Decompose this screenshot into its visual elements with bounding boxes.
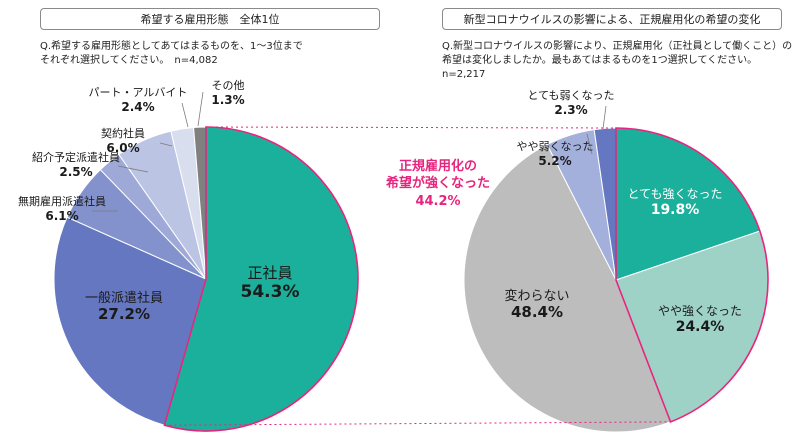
left-pie-slice-5-label: パート・アルバイト [89,86,188,99]
left-pie-slice-1-value: 27.2% [98,305,150,323]
connector-top [205,126,617,129]
left-question-line2: それぞれ選択してください。 n=4,082 [40,55,218,66]
right-pie-slice-0-value: 19.8% [651,202,700,218]
callout: 正規雇用化の 希望が強くなった 44.2% [386,158,490,209]
right-pie-leader-4 [602,105,607,130]
left-pie-leader-6 [197,91,204,127]
right-pie-slice-4-label: とても弱くなった [527,89,614,102]
callout-value: 44.2% [415,194,460,209]
left-pie-highlight [163,126,359,432]
right-question-line1: Q.新型コロナウイルスの影響により、正規雇用化（正社員として働くこと）の [442,41,793,52]
left-chart-title: 希望する雇用形態 全体1位 [40,8,380,30]
left-pie-slice-2-value: 6.1% [45,209,78,223]
left-pie-leader-4 [159,142,173,147]
right-pie-slice-4-value: 2.3% [554,103,587,117]
right-pie-slice-1-value: 24.4% [676,319,725,335]
right-chart-title: 新型コロナウイルスの影響による、正規雇用化の希望の変化 [442,8,782,30]
right-question-line2: 希望は変化しましたか。最もあてはまるものを1つ選択してください。 n=2,217 [442,55,763,80]
left-pie-chart: 正社員54.3%一般派遣社員27.2%無期雇用派遣社員6.1%紹介予定派遣社員2… [18,79,359,432]
right-pie-slice-1-label: やや強くなった [658,304,742,318]
left-pie-slice-2-label: 無期雇用派遣社員 [18,194,106,208]
right-pie-highlight [615,127,769,423]
left-question: Q.希望する雇用形態としてあてはまるものを、1～3位まで それぞれ選択してくださ… [40,40,340,68]
left-pie-slice-4-label: 契約社員 [101,126,145,140]
right-pie-slice-3-value: 5.2% [538,154,571,168]
left-pie-leader-3 [117,165,149,173]
connector-bottom [164,421,671,426]
right-pie-slice-2 [463,143,672,433]
left-pie-slice-4-value: 6.0% [106,141,139,155]
right-pie-slice-3-label: やや弱くなった [517,140,594,153]
left-pie-slice-0-value: 54.3% [241,282,300,302]
right-question: Q.新型コロナウイルスの影響により、正規雇用化（正社員として働くこと）の 希望は… [442,40,797,82]
right-pie-slice-2-value: 48.4% [511,303,563,321]
callout-line1: 正規雇用化の [399,158,477,174]
right-pie-leader-3 [586,133,593,155]
left-question-line1: Q.希望する雇用形態としてあてはまるものを、1～3位まで [40,41,303,52]
left-pie-slice-5-value: 2.4% [121,100,154,114]
left-pie-slice-1-label: 一般派遣社員 [85,290,163,306]
left-pie-slice-1 [53,216,207,426]
left-pie-slice-3-value: 2.5% [59,165,92,179]
left-pie-slice-6-value: 1.3% [211,93,244,107]
left-pie-leader-5 [181,102,189,128]
left-pie-slice-0-label: 正社員 [247,264,292,282]
connector-lines [164,126,671,426]
right-pie-slice-0-label: とても強くなった [627,187,722,201]
left-pie-slice-6-label: その他 [212,79,245,92]
callout-line2: 希望が強くなった [386,175,490,191]
right-pie-slice-2-label: 変わらない [504,288,569,304]
left-pie-slice-3-label: 紹介予定派遣社員 [32,150,120,164]
